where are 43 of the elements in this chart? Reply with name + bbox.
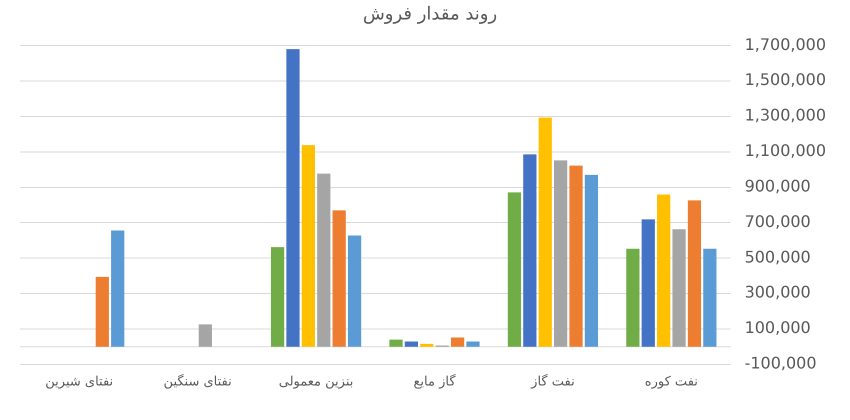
bar [703,248,716,347]
y-tick-label: 900,000 [744,176,811,196]
bar [286,49,300,347]
bar [688,200,702,347]
x-tick-label: نفت کوره [644,374,698,390]
y-tick-label: -100,000 [744,354,817,373]
bar [466,342,480,347]
bar [111,230,124,347]
bar [302,145,315,347]
bar [657,194,670,347]
y-tick-label: 1,300,000 [744,106,826,125]
bar [317,174,330,347]
bar [523,154,536,347]
bar [389,340,403,347]
bar [672,229,686,347]
x-tick-label: گاز مایع [413,374,456,390]
bar [538,118,552,347]
bar [642,219,655,347]
x-tick-label: بنزین معمولی [278,374,354,390]
y-tick-label: 100,000 [744,318,811,338]
chart-title: روند مقدار فروش [362,3,498,24]
bar [420,344,434,347]
y-tick-label: 1,100,000 [744,141,826,160]
y-tick-label: 1,700,000 [744,34,826,54]
y-tick-label: 300,000 [744,282,811,302]
y-tick-label: 500,000 [744,247,811,266]
x-tick-label: نفتای شیرین [45,374,114,390]
y-tick-label: 700,000 [744,212,811,231]
bar [450,337,464,347]
bar [554,160,568,347]
bar [332,210,346,347]
bar [404,342,418,347]
y-tick-label: 1,500,000 [744,70,826,90]
x-tick-label: نفت گاز [530,374,575,390]
x-tick-label: نفتای سنگین [164,374,232,390]
bar [96,276,109,347]
bar [626,248,640,347]
bar [584,174,598,347]
bar [270,247,284,347]
bar [508,192,522,347]
bar [198,324,212,347]
bar [348,235,362,347]
bar [569,166,583,347]
